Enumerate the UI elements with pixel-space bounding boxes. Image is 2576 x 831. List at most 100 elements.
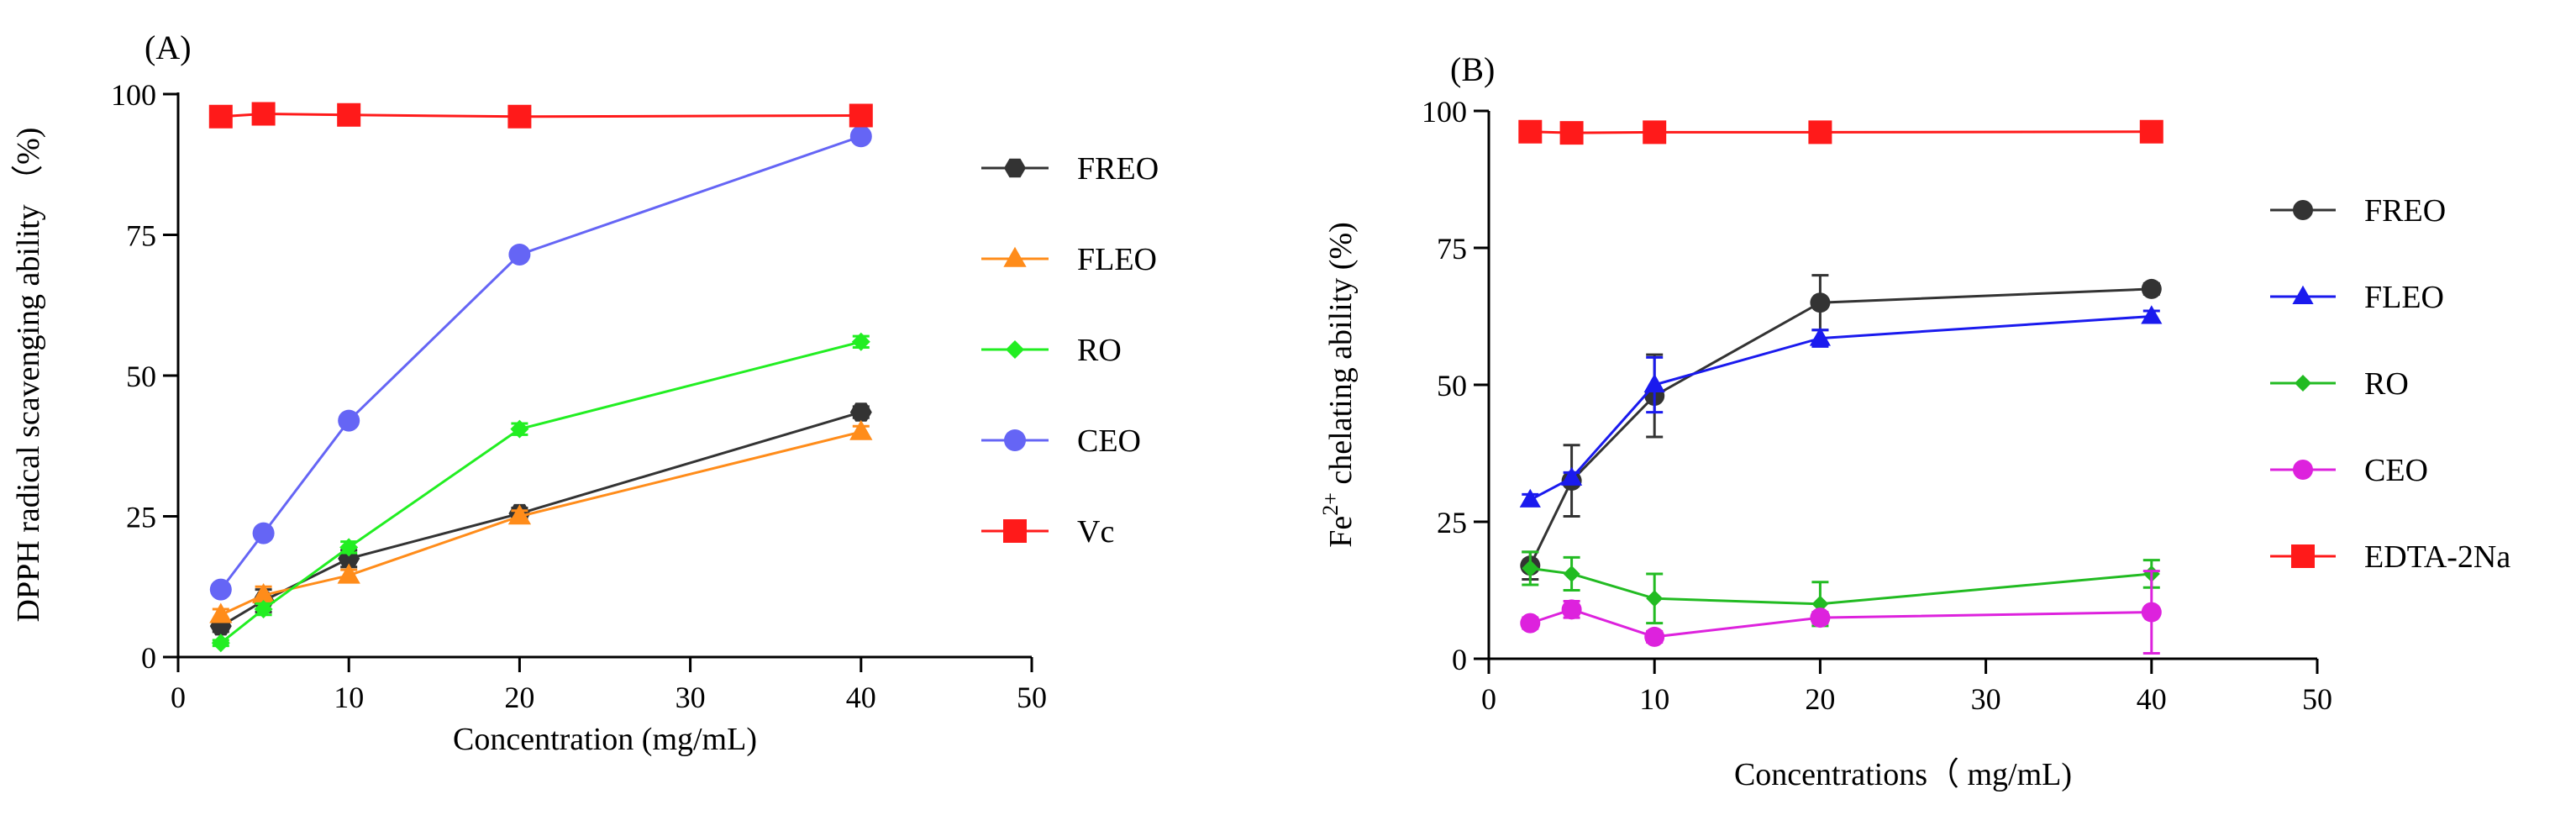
panel-a-x-ticks: 0 10 20 30 40 50 [171, 657, 1047, 714]
data-point-fleo [337, 563, 360, 584]
panel-a-plot-area: 0 10 20 30 40 50 0 25 50 75 100 [111, 78, 1047, 714]
panel-b-x-ticks: 0 10 20 30 40 50 [1481, 659, 2332, 716]
legend-item-ro: RO [981, 333, 1122, 368]
panel-b-axes [1487, 111, 2317, 660]
legend-item-fleo: FLEO [2270, 280, 2444, 315]
legend-marker [2295, 375, 2311, 392]
y-tick-label: 75 [1437, 232, 1467, 266]
x-tick-label: 30 [1971, 682, 2001, 716]
y-tick-label: 0 [141, 641, 156, 675]
panel-b-legend: FREO FLEO RO CEO EDTA-2Na [2270, 193, 2510, 575]
series-line-ceo [219, 134, 862, 591]
legend-label: CEO [1077, 423, 1141, 459]
data-point-ceo [252, 522, 275, 544]
data-point-edta-2na [1643, 120, 1667, 145]
y-tick-label: 100 [111, 78, 156, 112]
data-point-vc [208, 104, 233, 129]
legend-item-ro: RO [2270, 366, 2409, 402]
series-fleo [1519, 305, 2163, 508]
legend-label: FREO [2364, 193, 2446, 229]
panel-a-x-axis-title: Concentration (mg/mL) [453, 722, 757, 757]
panel-a-axes [176, 92, 1032, 659]
panel-b-plot-area: 0 10 20 30 40 50 0 25 50 75 100 [1422, 95, 2332, 716]
y-tick-label: 50 [1437, 369, 1467, 402]
data-point-vc [337, 103, 361, 127]
panel-a-y-ticks: 0 25 50 75 100 [111, 78, 178, 675]
data-point-ceo [209, 578, 232, 601]
legend-item-ceo: CEO [981, 423, 1141, 459]
data-point-edta-2na [1559, 121, 1584, 145]
series-ceo [1520, 570, 2162, 655]
x-tick-label: 30 [676, 681, 706, 714]
x-tick-label: 0 [171, 681, 186, 714]
y-tick-label: 75 [126, 219, 156, 253]
panel-b-y-axis-title-prefix: Fe [1323, 516, 1359, 548]
series-line-ceo [1529, 607, 2152, 639]
legend-label: RO [1077, 333, 1122, 368]
legend-marker [1004, 429, 1026, 451]
data-point-fleo [251, 583, 276, 604]
legend-marker [2293, 200, 2313, 220]
legend-label: FLEO [2364, 280, 2444, 315]
y-tick-label: 100 [1422, 95, 1467, 129]
legend-marker [2291, 544, 2315, 568]
series-vc [208, 102, 873, 129]
data-point-fleo [2141, 305, 2163, 324]
data-point-fleo [849, 419, 873, 440]
data-point-ceo [338, 409, 360, 432]
data-point-fleo [1643, 373, 1665, 392]
legend-label: FLEO [1077, 242, 1157, 277]
legend-marker [1004, 158, 1026, 178]
data-point-edta-2na [2139, 119, 2163, 144]
panel-b-series [1518, 119, 2163, 655]
legend-marker [1003, 246, 1027, 267]
panel-b-y-ticks: 0 25 50 75 100 [1422, 95, 1489, 676]
series-fleo [209, 419, 873, 623]
y-tick-label: 0 [1452, 643, 1467, 676]
data-point-ceo [1561, 599, 1582, 620]
legend-item-fleo: FLEO [981, 242, 1157, 277]
data-point-ceo [2141, 602, 2162, 623]
panel-b: (B) 0 10 20 30 40 50 0 25 50 75 100 Concentration… [1318, 50, 2510, 792]
series-line-fleo [1529, 315, 2152, 502]
data-point-freo [849, 402, 872, 422]
panel-a: (A) 0 10 20 30 40 50 0 25 50 75 100 Concentration… [11, 29, 1159, 757]
data-point-ro [851, 332, 870, 351]
legend-marker [1003, 519, 1027, 543]
data-point-fleo [1561, 466, 1583, 486]
x-tick-label: 10 [1639, 682, 1669, 716]
panel-b-y-axis-title-suffix: chelating ability (%) [1323, 222, 1359, 492]
series-line-ro [1530, 566, 2152, 606]
data-point-fleo [1519, 488, 1541, 508]
data-point-ro [1563, 565, 1580, 582]
data-point-vc [251, 102, 276, 126]
x-tick-label: 0 [1481, 682, 1496, 716]
series-line-vc [220, 112, 861, 118]
series-ceo [209, 125, 872, 601]
legend-label: EDTA-2Na [2364, 539, 2510, 575]
data-point-ceo [508, 243, 531, 266]
data-point-ceo [849, 125, 872, 148]
data-point-ro [1811, 595, 1829, 613]
data-point-ro [1522, 560, 1539, 577]
x-tick-label: 50 [1017, 681, 1047, 714]
series-freo [209, 402, 872, 636]
data-point-vc [849, 103, 873, 128]
series-ro [211, 332, 870, 653]
data-point-ceo [1644, 626, 1665, 647]
y-tick-label: 25 [1437, 506, 1467, 539]
legend-item-edta-2na: EDTA-2Na [2270, 539, 2510, 575]
data-point-ceo [1520, 613, 1541, 634]
series-line-fleo [220, 430, 862, 617]
series-line-ro [219, 340, 862, 644]
data-point-freo [1810, 292, 1831, 313]
data-point-ro [211, 634, 230, 653]
x-tick-label: 50 [2302, 682, 2332, 716]
data-point-ro [1646, 590, 1664, 607]
legend-label: Vc [1077, 514, 1114, 550]
x-tick-label: 40 [2137, 682, 2167, 716]
data-point-edta-2na [1518, 119, 1543, 144]
panel-b-x-axis-title: Concentrations（ mg/mL) [1734, 757, 2072, 792]
